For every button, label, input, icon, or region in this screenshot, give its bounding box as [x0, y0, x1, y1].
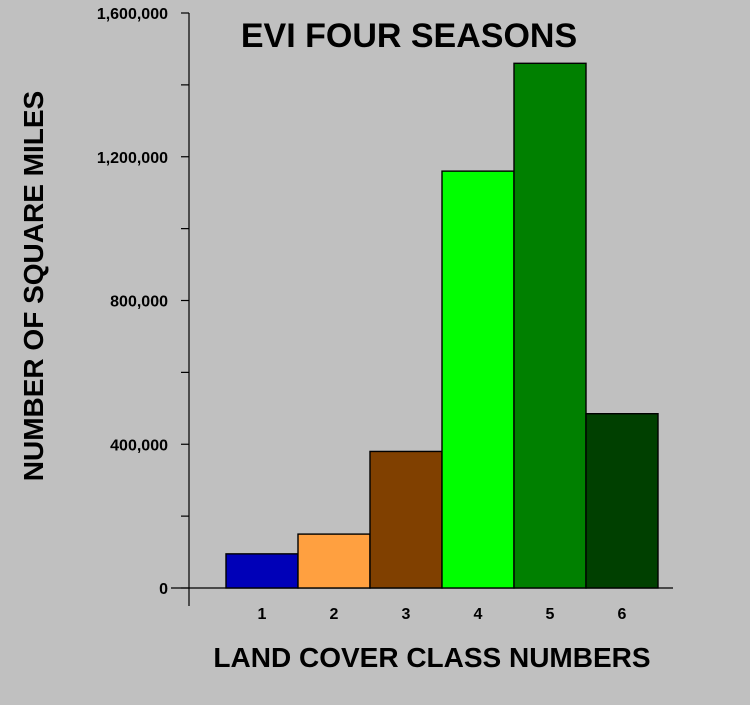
x-tick-label: 2 — [330, 606, 339, 623]
y-ticks: 0 400,000 800,000 1,200,000 1,600,000 — [97, 6, 189, 598]
x-tick-label: 4 — [474, 606, 483, 623]
bar-class-6 — [585, 413, 659, 589]
bar-class-1 — [225, 553, 299, 589]
bar-class-4 — [441, 170, 515, 589]
x-tick-label: 1 — [258, 606, 267, 623]
x-tick-label: 5 — [546, 606, 555, 623]
y-axis-label: NUMBER OF SQUARE MILES — [18, 91, 49, 481]
bars — [225, 62, 659, 589]
y-tick-label: 0 — [159, 581, 168, 598]
bar-class-5 — [513, 62, 587, 589]
y-tick-label: 800,000 — [110, 294, 168, 311]
x-tick-label: 6 — [618, 606, 627, 623]
bar-class-3 — [369, 450, 443, 589]
y-tick-label: 1,600,000 — [97, 6, 168, 23]
y-tick-label: 1,200,000 — [97, 150, 168, 167]
chart-title: EVI FOUR SEASONS — [241, 17, 577, 55]
bar-class-2 — [297, 533, 371, 589]
x-axis-label: LAND COVER CLASS NUMBERS — [213, 642, 650, 673]
x-ticks: 1 2 3 4 5 6 — [258, 606, 627, 623]
y-tick-label: 400,000 — [110, 437, 168, 454]
x-tick-label: 3 — [402, 606, 411, 623]
